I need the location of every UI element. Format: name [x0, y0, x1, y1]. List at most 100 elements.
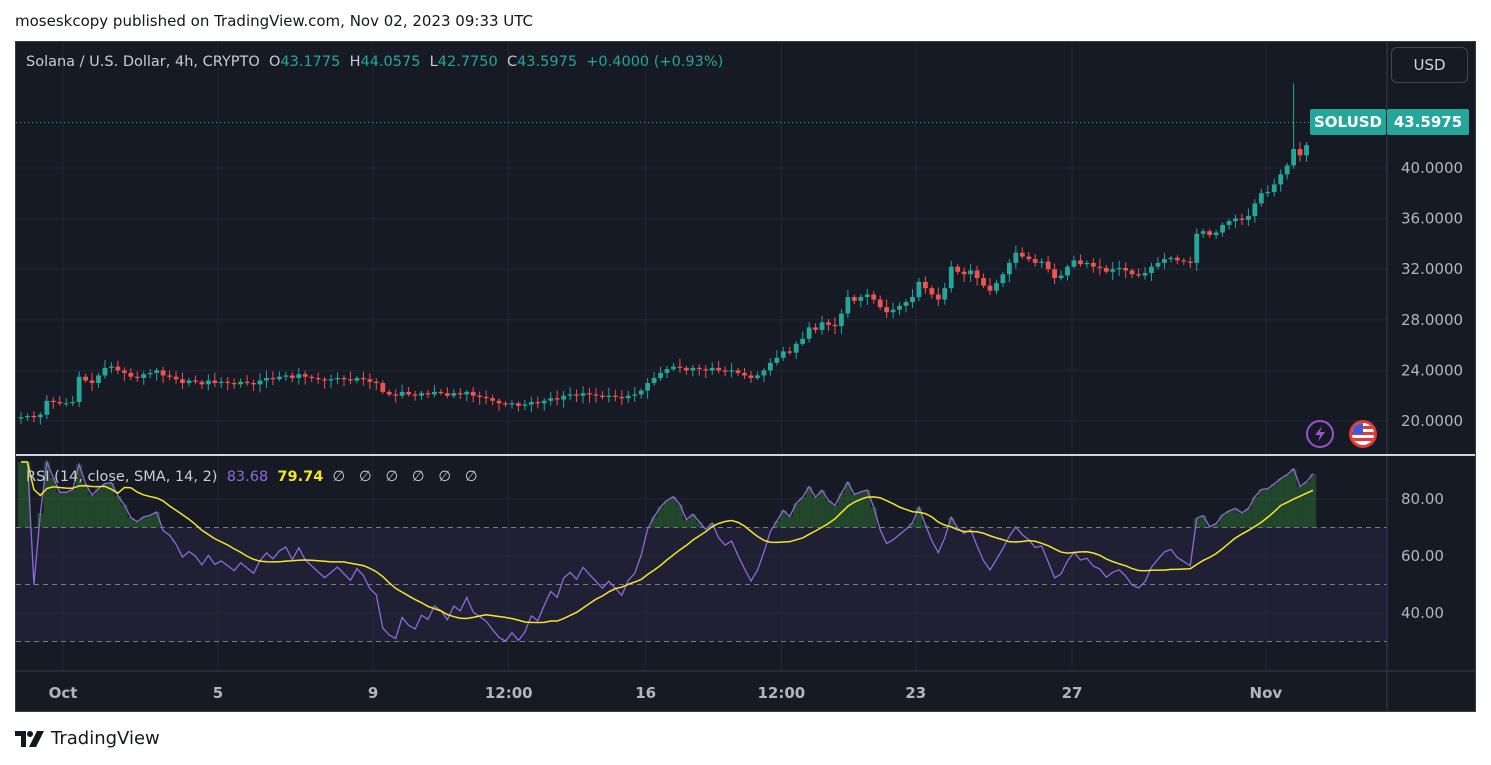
rsi-tick-label: 60.00 — [1401, 547, 1444, 565]
candle-up — [1039, 261, 1045, 263]
candle-up — [864, 294, 870, 298]
time-tick-label: 12:00 — [485, 684, 533, 702]
candle-down — [677, 366, 683, 368]
symbol-legend: Solana / U.S. Dollar, 4h, CRYPTO O43.177… — [26, 54, 723, 70]
candle-up — [1194, 233, 1200, 263]
rsi-label[interactable]: RSI (14, close, SMA, 14, 2) — [26, 469, 218, 485]
candle-up — [638, 390, 644, 395]
candle-down — [490, 398, 495, 401]
candle-down — [961, 271, 967, 275]
candle-down — [444, 393, 450, 396]
empty-value: ∅ — [411, 469, 425, 485]
symbol-name[interactable]: Solana / U.S. Dollar, 4h, CRYPTO — [26, 54, 260, 70]
open-value: 43.1775 — [280, 54, 341, 70]
candle-up — [354, 377, 360, 381]
last-price-tag: 43.5975 — [1387, 109, 1469, 135]
currency-button[interactable]: USD — [1391, 47, 1468, 83]
candle-up — [238, 381, 244, 385]
candle-up — [528, 402, 534, 405]
candle-up — [218, 381, 224, 384]
chart-frame[interactable]: 40.0000 36.0000 32.0000 28.0000 24.0000 20.00… — [15, 41, 1476, 712]
candle-up — [567, 394, 573, 396]
candle-down — [813, 327, 818, 330]
candle-down — [302, 374, 308, 377]
price-tick-label: 32.0000 — [1401, 260, 1463, 278]
price-tick-label: 36.0000 — [1401, 210, 1463, 228]
candle-down — [981, 278, 986, 286]
rsi-tick-label: 80.00 — [1401, 490, 1444, 508]
candle-down — [406, 391, 411, 395]
low-value: 42.7750 — [437, 54, 498, 70]
candle-up — [632, 394, 638, 396]
candle-down — [877, 299, 883, 308]
candle-down — [929, 288, 935, 295]
time-tick-label: 23 — [905, 684, 926, 702]
price-tick-label: 24.0000 — [1401, 361, 1463, 379]
candle-up — [729, 370, 734, 372]
time-tick-label: 27 — [1062, 684, 1083, 702]
time-tick-label: Nov — [1250, 684, 1283, 702]
candle-up — [1252, 203, 1258, 217]
candle-down — [735, 370, 741, 373]
candle-up — [839, 313, 844, 327]
candle-up — [18, 417, 24, 419]
candle-down — [31, 415, 37, 418]
candle-up — [141, 374, 147, 378]
candle-up — [147, 372, 153, 375]
rsi-overbought-fill — [17, 461, 1317, 528]
candle-up — [264, 377, 269, 381]
tradingview-logo[interactable]: TradingView — [15, 728, 160, 749]
candle-up — [1149, 266, 1154, 273]
symbol-price-tag: SOLUSD — [1310, 109, 1386, 135]
candle-up — [1278, 174, 1284, 185]
lightning-icon[interactable] — [1306, 420, 1334, 448]
candle-down — [180, 379, 185, 384]
rsi-tick-label: 40.00 — [1401, 604, 1444, 622]
candle-up — [1155, 262, 1161, 267]
candle-up — [1000, 274, 1006, 284]
candle-down — [923, 281, 928, 289]
chart-canvas[interactable]: 40.0000 36.0000 32.0000 28.0000 24.0000 20.00… — [16, 42, 1476, 712]
us-flag-icon[interactable] — [1349, 420, 1377, 448]
candle-down — [425, 393, 431, 395]
candle-up — [1246, 216, 1251, 220]
price-tick-label: 28.0000 — [1401, 311, 1463, 329]
open-label: O — [268, 54, 281, 70]
candle-down — [115, 366, 121, 371]
candle-down — [935, 294, 941, 300]
candle-up — [109, 366, 114, 368]
candle-up — [464, 391, 470, 395]
time-tick-label: 9 — [368, 684, 378, 702]
candle-up — [541, 400, 547, 404]
candle-up — [1265, 192, 1271, 194]
candle-down — [438, 391, 444, 394]
candle-up — [1168, 257, 1174, 260]
price-tick-label: 40.0000 — [1401, 159, 1463, 177]
empty-value: ∅ — [385, 469, 399, 485]
rsi-value: 83.68 — [226, 469, 269, 485]
candle-down — [121, 370, 127, 373]
candle-down — [483, 396, 489, 399]
candle-up — [994, 283, 999, 291]
candle-up — [690, 367, 696, 371]
candle-up — [1271, 184, 1277, 193]
candle-up — [658, 372, 663, 378]
candle-up — [1084, 262, 1090, 265]
candle-down — [722, 370, 728, 372]
candle-up — [1142, 272, 1148, 276]
candle-down — [315, 377, 321, 380]
candle-up — [845, 297, 851, 314]
candle-up — [1220, 224, 1225, 233]
close-label: C — [506, 54, 518, 70]
candle-down — [1136, 274, 1141, 276]
candle-up — [63, 403, 69, 405]
candle-up — [1213, 232, 1219, 236]
candle-up — [509, 403, 515, 405]
candle-up — [451, 393, 457, 396]
candle-down — [251, 383, 256, 385]
candle-down — [535, 402, 541, 404]
high-label: H — [349, 54, 361, 70]
candle-down — [826, 322, 831, 325]
candle-down — [503, 403, 508, 405]
candle-up — [651, 377, 657, 384]
